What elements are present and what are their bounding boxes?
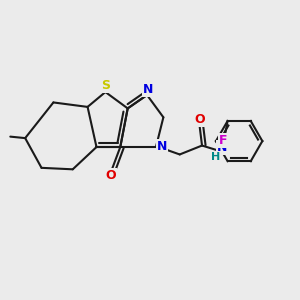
Text: N: N <box>157 140 167 153</box>
Text: N: N <box>217 141 228 154</box>
Text: F: F <box>219 134 227 147</box>
Text: O: O <box>105 169 116 182</box>
Text: O: O <box>194 113 205 126</box>
Text: H: H <box>211 152 220 162</box>
Text: S: S <box>101 79 110 92</box>
Text: N: N <box>143 83 154 96</box>
